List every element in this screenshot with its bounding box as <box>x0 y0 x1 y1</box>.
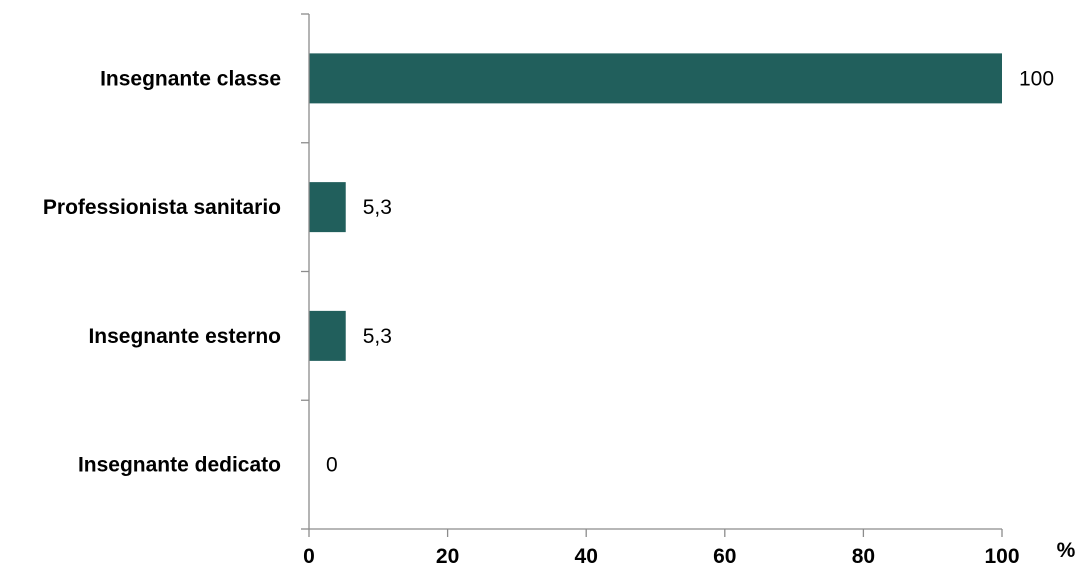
bar <box>309 310 346 361</box>
category-label: Professionista sanitario <box>43 196 281 219</box>
x-tick-label: 80 <box>852 545 875 568</box>
bar <box>309 53 1002 104</box>
data-label: 100 <box>1019 67 1054 90</box>
data-label: 5,3 <box>363 196 392 219</box>
x-tick-label: 60 <box>713 545 736 568</box>
data-label: 5,3 <box>363 325 392 348</box>
x-axis-unit-label: % <box>1057 539 1076 562</box>
plot-area: Insegnante classe 100 Professionista sanit… <box>43 13 1076 568</box>
category-label: Insegnante classe <box>100 67 281 90</box>
category-label: Insegnante esterno <box>88 325 281 348</box>
x-tick-label: 40 <box>575 545 598 568</box>
bar <box>309 182 346 233</box>
x-tick-label: 20 <box>436 545 459 568</box>
category-label: Insegnante dedicato <box>78 454 281 477</box>
x-tick-label: 100 <box>984 545 1019 568</box>
data-label: 0 <box>326 454 338 477</box>
x-tick-label: 0 <box>303 545 315 568</box>
